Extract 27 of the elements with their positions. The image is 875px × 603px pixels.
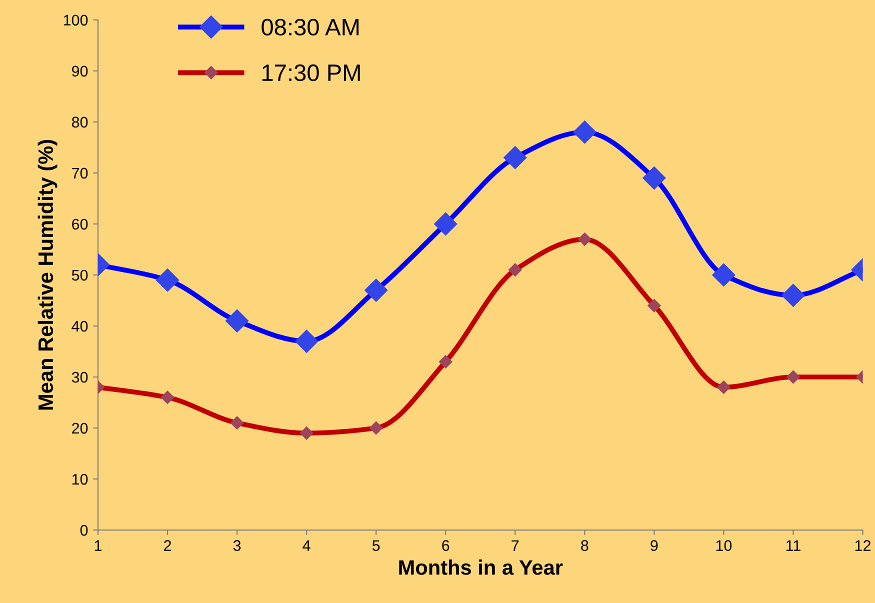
y-tick-label: 10: [72, 474, 88, 485]
x-tick-label: 6: [442, 540, 450, 551]
x-tick-label: 8: [581, 540, 588, 551]
x-tick-label: 7: [512, 540, 519, 551]
y-axis-title: Mean Relative Humidity (%): [38, 140, 58, 410]
y-tick-label: 0: [80, 524, 88, 536]
x-tick-label: 10: [716, 540, 732, 551]
x-tick-label: 9: [650, 540, 658, 551]
x-tick-label: 2: [164, 540, 172, 551]
y-tick-label: 30: [72, 372, 88, 383]
y-tick-label: 50: [72, 270, 88, 281]
y-tick-label: 90: [72, 66, 88, 77]
x-axis-title: Months in a Year: [399, 560, 563, 575]
x-tick-label: 12: [855, 540, 870, 551]
y-tick-label: 40: [72, 320, 88, 332]
x-tick-label: 11: [786, 540, 800, 551]
y-tick-label: 20: [72, 422, 88, 434]
legend-label: 08:30 AM: [262, 18, 359, 36]
y-tick-label: 100: [64, 14, 88, 26]
y-tick-label: 70: [72, 168, 88, 179]
x-tick-label: 5: [372, 540, 380, 551]
y-tick-label: 80: [72, 116, 88, 128]
x-tick-label: 3: [233, 540, 241, 551]
legend-label: 17:30 PM: [262, 64, 360, 82]
y-tick-label: 60: [72, 218, 88, 230]
x-tick-label: 1: [94, 540, 102, 551]
x-tick-label: 4: [302, 540, 310, 551]
